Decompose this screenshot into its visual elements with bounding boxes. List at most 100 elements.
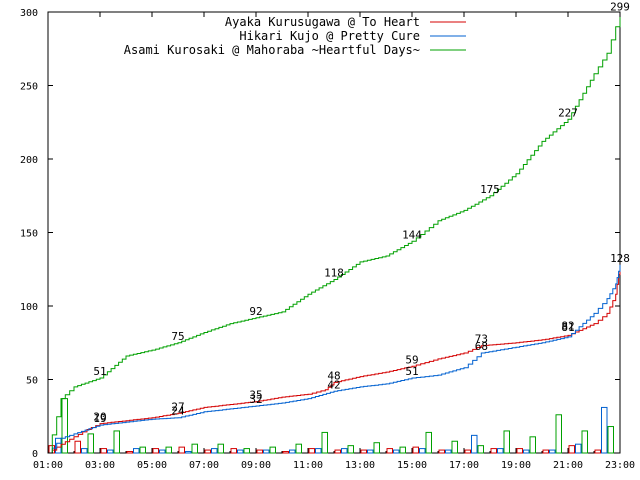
bar-3-14 [425, 431, 432, 454]
x-tick-label: 15:00 [397, 460, 427, 471]
bar-1-6 [204, 449, 211, 454]
bar-2-11 [341, 448, 348, 454]
bar-1-20 [568, 445, 575, 454]
bar-3-11 [347, 445, 354, 454]
bar-3-5 [191, 443, 198, 454]
point-label-1-2: 35 [249, 389, 262, 402]
point-label-2-0: 19 [93, 412, 106, 425]
bar-3-4 [165, 446, 172, 454]
x-tick-label: 05:00 [137, 460, 167, 471]
bar-3-19 [555, 414, 562, 454]
bar-1-17 [490, 448, 497, 454]
bar-1-2 [100, 448, 107, 454]
bar-1-3 [126, 451, 133, 454]
bar-1-21 [594, 449, 601, 454]
series-lines [48, 13, 621, 454]
bar-2-1 [81, 448, 88, 454]
bar-3-13 [399, 446, 406, 454]
series-line-3 [48, 13, 621, 454]
point-label-2-3: 42 [327, 378, 340, 391]
bar-3-15 [451, 440, 458, 454]
series-line-1 [48, 264, 621, 454]
x-tick-label: 13:00 [345, 460, 375, 471]
point-label-1-5: 73 [475, 333, 488, 346]
bar-3-20 [581, 430, 588, 454]
bar-3-10 [321, 431, 328, 454]
bar-2-4 [159, 449, 166, 454]
y-axis-ticks: 0 50 100 150 200 250 300 [20, 8, 620, 460]
x-tick-label: 01:00 [33, 460, 63, 471]
bar-1-4 [152, 448, 159, 454]
bar-3-17 [503, 430, 510, 454]
bar-1-0 [48, 445, 55, 454]
bar-2-17 [497, 448, 504, 454]
series-line-2 [48, 264, 621, 454]
bar-3-7 [243, 448, 250, 454]
y-tick-label: 100 [20, 302, 38, 313]
point-label-1-6: 82 [561, 319, 574, 332]
x-tick-label: 11:00 [293, 460, 323, 471]
point-label-3-4: 144 [402, 228, 422, 241]
point-label-2-1: 24 [171, 405, 185, 418]
x-tick-label: 19:00 [501, 460, 531, 471]
bar-1-18 [516, 448, 523, 454]
bar-1-8 [256, 449, 263, 454]
bar-2-19 [549, 449, 556, 454]
y-tick-label: 300 [20, 8, 38, 19]
bar-2-18 [523, 449, 530, 454]
bar-1-11 [334, 449, 341, 454]
point-label-3-7: 299 [610, 0, 630, 13]
point-label-3-3: 118 [324, 267, 344, 280]
bar-3-21 [607, 426, 614, 454]
point-label-2-4: 51 [405, 365, 418, 378]
bar-3-9 [295, 443, 302, 454]
bar-2-20 [575, 443, 582, 454]
bar-2-16 [471, 434, 478, 454]
legend-label-2: Hikari Kujo @ Pretty Cure [239, 29, 420, 43]
bar-1-15 [438, 449, 445, 454]
bar-3-0 [61, 398, 68, 454]
bar-1-14 [412, 446, 419, 454]
point-label-2-6: 81 [561, 321, 574, 334]
bar-2-9 [289, 449, 296, 454]
bar-1-19 [542, 449, 549, 454]
point-label-1-0: 20 [93, 411, 106, 424]
point-label-3-5: 175 [480, 183, 500, 196]
bar-2-8 [263, 449, 270, 454]
legend-label-3: Asami Kurosaki @ Mahoraba ~Heartful Days… [124, 43, 420, 57]
bar-1-9 [282, 451, 289, 454]
point-label-3-0: 51 [93, 365, 106, 378]
bar-1-7 [230, 448, 237, 454]
bar-1-16 [464, 449, 471, 454]
bar-1-5 [178, 446, 185, 454]
y-tick-label: 150 [20, 229, 38, 240]
bar-2-3 [133, 448, 140, 454]
point-label-2-7: 128 [610, 252, 630, 265]
y-tick-label: 200 [20, 155, 38, 166]
bar-3-12 [373, 442, 380, 454]
y-tick-label: 250 [20, 82, 38, 93]
x-tick-label: 21:00 [553, 460, 583, 471]
x-tick-label: 23:00 [605, 460, 635, 471]
point-label-3-1: 75 [171, 330, 184, 343]
bar-2-14 [419, 448, 426, 454]
y-tick-label: 0 [32, 449, 38, 460]
bar-3-18 [529, 436, 536, 454]
point-label-1-4: 59 [405, 353, 418, 366]
bar-1-10 [308, 448, 315, 454]
bar-3-8 [269, 446, 276, 454]
bar-2-5 [185, 451, 192, 454]
bar-2-12 [367, 449, 374, 454]
bar-2-13 [393, 449, 400, 454]
point-label-2-2: 32 [249, 393, 262, 406]
bar-3-3 [139, 446, 146, 454]
bar-1-13 [386, 448, 393, 454]
point-label-2-5: 68 [475, 340, 488, 353]
x-tick-label: 07:00 [189, 460, 219, 471]
x-tick-label: 03:00 [85, 460, 115, 471]
x-tick-label: 09:00 [241, 460, 271, 471]
bar-2-7 [237, 449, 244, 454]
bar-2-6 [211, 448, 218, 454]
